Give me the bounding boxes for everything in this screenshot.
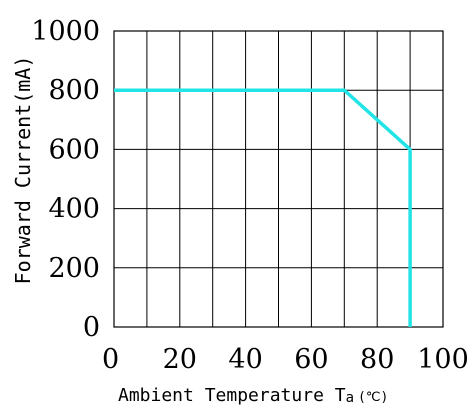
y-tick-label: 400 xyxy=(48,194,100,225)
grid-lines xyxy=(114,31,443,327)
series-group xyxy=(114,88,412,327)
x-axis-label-subscript: a xyxy=(346,390,354,406)
x-tick-labels: 0 20 40 60 80 100 xyxy=(102,344,469,375)
x-tick-label: 40 xyxy=(228,344,262,375)
x-tick-label: 100 xyxy=(417,344,469,375)
y-tick-label: 600 xyxy=(48,134,100,165)
x-tick-label: 20 xyxy=(163,344,197,375)
y-tick-label: 0 xyxy=(83,312,100,343)
y-tick-label: 1000 xyxy=(31,16,100,47)
x-tick-label: 0 xyxy=(102,344,119,375)
x-tick-label: 80 xyxy=(360,344,394,375)
y-tick-label: 200 xyxy=(48,253,100,284)
x-tick-label: 60 xyxy=(294,344,328,375)
series-line-0 xyxy=(114,88,412,327)
y-tick-label: 800 xyxy=(48,75,100,106)
x-axis-label-main: Ambient Temperature T xyxy=(118,385,346,406)
y-axis-label: Forward Current(mA) xyxy=(11,56,35,285)
x-axis-label-unit: (℃) xyxy=(358,390,388,405)
x-axis-label: Ambient Temperature Ta (℃) xyxy=(118,385,388,406)
plot-frame xyxy=(113,30,444,328)
y-tick-labels: 0 200 400 600 800 1000 xyxy=(31,16,100,343)
